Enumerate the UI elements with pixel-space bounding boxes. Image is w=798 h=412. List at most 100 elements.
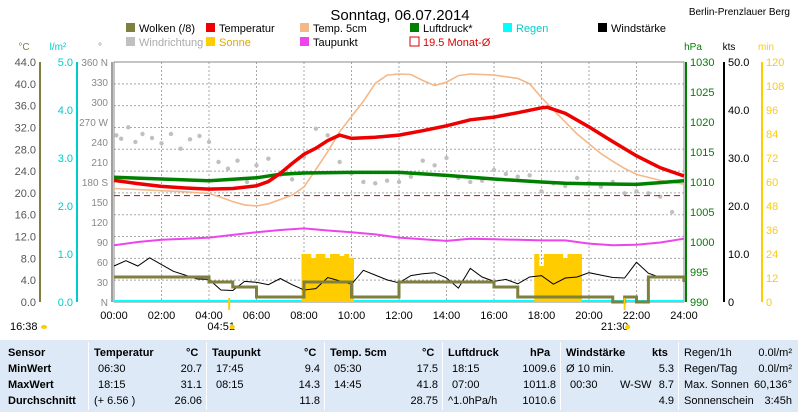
soil-max: 41.8 [416, 379, 438, 391]
pressure-header: Luftdruck [448, 347, 499, 359]
rain-hour-label: Regen/1h [684, 347, 732, 359]
rain-hour-value: 0.0l/m² [758, 347, 792, 359]
regen-tick-label: 5.0 [58, 57, 73, 69]
legend-label-regen: Regen [516, 23, 548, 35]
wind-direction-point [126, 125, 131, 130]
sun-bar [311, 258, 316, 302]
direction-tick-label: N [101, 298, 108, 309]
sun-bar [553, 254, 559, 302]
legend-label-temp5cm: Temp. 5cm [313, 23, 367, 35]
celsius-tick-label: 16.0 [15, 210, 36, 222]
legend-label-taupunkt: Taupunkt [313, 37, 358, 49]
wind-direction-point [574, 175, 580, 181]
min-tick-label: 0 [766, 297, 772, 309]
soil-max-time: 14:45 [334, 379, 362, 391]
wind-direction-point [159, 141, 164, 146]
weather-chart: Sonntag, 06.07.2014 Berlin-Prenzlauer Be… [10, 7, 790, 333]
wind-direction-point [149, 135, 155, 141]
dew-max: 14.3 [298, 379, 320, 391]
legend-swatch-sonne [206, 37, 215, 46]
min-tick-label: 24 [766, 249, 778, 261]
regen-tick-label: 2.0 [58, 201, 73, 213]
sun-bar [301, 254, 307, 302]
legend-swatch-wolken [126, 23, 135, 32]
sun-bar [548, 254, 554, 302]
wind-max-dir: W-SW [620, 379, 652, 391]
hpa-tick-label: 1010 [690, 177, 714, 189]
x-tick-label: 10:00 [338, 310, 366, 322]
legend-label-luftdruck: Luftdruck* [423, 23, 473, 35]
wind-direction-point [114, 133, 119, 138]
pressure-max-time: 07:00 [452, 379, 480, 391]
hpa-tick-label: 1015 [690, 147, 714, 159]
sunshine-value: 3:45h [764, 395, 792, 407]
sun-bar [539, 266, 544, 302]
sun-bar [339, 256, 345, 302]
temp-avg-note: (+ 6.56 ) [94, 395, 136, 407]
wind-direction-point [289, 177, 295, 182]
hpa-tick-label: 995 [690, 267, 708, 279]
celsius-tick-label: 36.0 [15, 101, 36, 113]
kts-tick-label: 50.0 [728, 57, 749, 69]
min-tick-label: 48 [766, 201, 778, 213]
sun-bar [572, 254, 578, 302]
x-tick-label: 06:00 [243, 310, 271, 322]
direction-tick-label: 300 [91, 98, 108, 109]
sun-bar [306, 254, 312, 302]
wind-direction-point [503, 171, 509, 177]
wind-max-time: 00:30 [570, 379, 598, 391]
stats-table: Sensor MinWert MaxWert Durchschnitt Temp… [0, 340, 798, 412]
wind-direction-point [206, 139, 212, 145]
sunset-label: 21:30 [601, 321, 629, 333]
celsius-tick-label: 12.0 [15, 232, 36, 244]
wind-direction-point [444, 155, 449, 161]
wind-direction-point [622, 191, 627, 196]
wind-avg: 4.9 [658, 395, 674, 407]
sunrise-label: 04:51 [207, 321, 235, 333]
direction-tick-label: 90 [97, 238, 109, 249]
wind-direction-point [646, 191, 651, 196]
celsius-tick-label: 4.0 [21, 275, 36, 287]
chart-axes: 00:00 02:00 04:00 06:00 08:00 10:00 12:00 14:00… [15, 42, 785, 322]
min-tick-label: 60 [766, 177, 778, 189]
wind-direction-point [118, 136, 124, 141]
min-tick-label: 12 [766, 273, 778, 285]
temp-min-time: 06:30 [98, 363, 126, 375]
wind-direction-point [669, 209, 675, 215]
temp-header: Temperatur [94, 347, 154, 359]
x-tick-label: 16:00 [480, 310, 508, 322]
x-tick-label: 08:00 [290, 310, 318, 322]
x-tick-label: 22:00 [623, 310, 651, 322]
direction-tick-label: 330 [91, 78, 108, 89]
dew-avg: 11.8 [299, 395, 320, 407]
legend-swatch-regen [503, 23, 512, 32]
min-tick-label: 72 [766, 153, 778, 165]
sun-bar [562, 258, 568, 302]
celsius-tick-label: 44.0 [15, 57, 36, 69]
kts-unit: kts [723, 42, 736, 53]
wind-direction-point [527, 173, 532, 178]
wind-direction-point [420, 158, 425, 163]
x-tick-label: 14:00 [433, 310, 461, 322]
moon-dot [41, 325, 47, 329]
wind-direction-point [384, 178, 390, 183]
hpa-tick-label: 990 [690, 297, 708, 309]
legend-label-windstaerke: Windstärke [611, 23, 666, 35]
kts-tick-label: 20.0 [728, 201, 749, 213]
direction-tick-label: 180 S [82, 178, 108, 189]
rain-day-value: 0.0l/m² [758, 363, 792, 375]
min-unit: min [758, 42, 774, 53]
x-tick-label: 20:00 [575, 310, 603, 322]
sun-bar [349, 258, 354, 302]
legend-label-temperatur: Temperatur [219, 23, 275, 35]
wind-direction-point [254, 163, 259, 168]
chart-annotations: 04:51 21:30 16:38 [10, 298, 631, 333]
dew-min-time: 17:45 [216, 363, 244, 375]
x-tick-label: 18:00 [528, 310, 556, 322]
legend-swatch-windrichtung [126, 37, 135, 46]
sun-bar [334, 254, 340, 302]
wind-direction-point [373, 181, 378, 186]
chart-legend: Wolken (/8) Temperatur Temp. 5cm Luftdruck*… [126, 23, 666, 49]
legend-swatch-windstaerke [598, 23, 607, 32]
rain-day-label: Regen/Tag [684, 363, 738, 375]
